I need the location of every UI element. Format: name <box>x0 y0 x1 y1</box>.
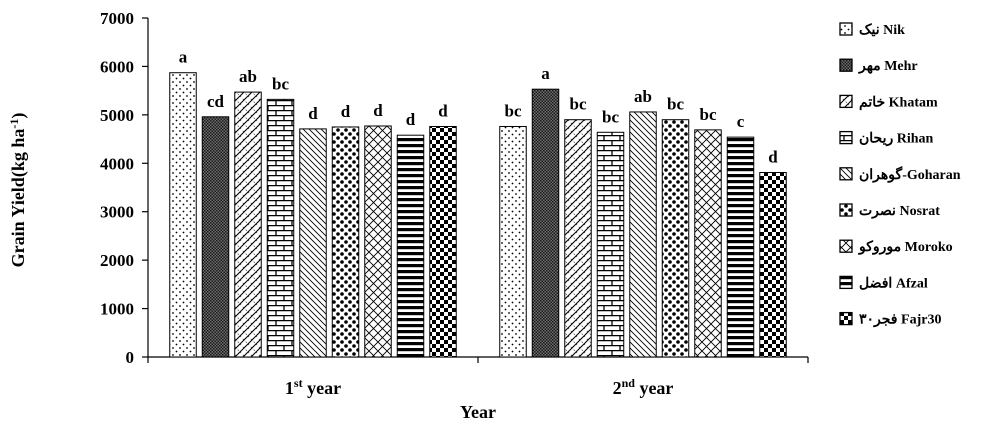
legend-label: گوهران-Goharan <box>859 166 961 183</box>
legend-swatch <box>839 167 853 181</box>
bar-0-0 <box>169 72 197 358</box>
significance-letter: d <box>341 102 351 121</box>
significance-letter: a <box>541 64 550 83</box>
x-tick-label: 1st year <box>285 376 341 398</box>
significance-letter: ab <box>239 67 257 86</box>
legend: نیک Nik مهر Mehr خاتم Khatam ریحان Rihan گوه… <box>839 22 961 328</box>
significance-letter: bc <box>602 107 619 126</box>
legend-label: مهر Mehr <box>858 59 918 74</box>
y-tick-label: 3000 <box>100 203 134 222</box>
x-tick-label: 2nd year <box>613 376 674 398</box>
bar-0-6 <box>364 125 392 358</box>
significance-letter: c <box>737 112 745 131</box>
y-axis: 0 1000 2000 3000 4000 5000 6000 7000 <box>100 9 149 367</box>
significance-letter: d <box>438 101 448 120</box>
significance-letter: bc <box>570 95 587 114</box>
significance-letter: cd <box>207 92 225 111</box>
legend-label: موروکو Moroko <box>858 239 953 255</box>
y-tick-label: 1000 <box>100 300 134 319</box>
bar-0-2 <box>234 91 262 358</box>
legend-swatch <box>839 94 853 109</box>
legend-label: ریحان Rihan <box>859 132 934 147</box>
bar-1-1 <box>531 88 560 358</box>
y-tick-label: 6000 <box>100 57 134 76</box>
bar-0-7 <box>396 134 425 358</box>
x-axis: 1st year 2nd year <box>147 356 809 398</box>
y-tick-label: 4000 <box>100 154 134 173</box>
bar-1-8 <box>759 171 787 358</box>
bar-1-0 <box>499 125 527 358</box>
legend-swatch <box>839 311 853 326</box>
bar-0-3 <box>266 98 295 358</box>
legend-swatch <box>839 203 853 217</box>
significance-letter: a <box>179 48 188 67</box>
legend-swatch <box>839 22 853 36</box>
significance-letter: ab <box>634 87 652 106</box>
y-tick-label: 7000 <box>100 9 134 28</box>
significance-letter: d <box>308 104 318 123</box>
bar-0-8 <box>429 125 457 358</box>
bar-1-3 <box>596 131 625 358</box>
significance-letter: bc <box>667 95 684 114</box>
x-axis-title: Year <box>460 402 496 422</box>
significance-letter: d <box>768 147 778 166</box>
legend-label: نصرت Nosrat <box>859 204 940 219</box>
legend-swatch <box>839 239 853 253</box>
legend-label: فجر۳۰ Fajr30 <box>859 313 941 328</box>
legend-swatch <box>839 130 853 145</box>
bar-1-2 <box>564 119 592 358</box>
legend-label: خاتم Khatam <box>859 95 938 110</box>
bar-1-5 <box>661 119 690 358</box>
y-tick-label: 0 <box>126 348 135 367</box>
bar-0-5 <box>331 126 360 358</box>
significance-letter: bc <box>272 74 289 93</box>
significance-letter: bc <box>700 105 717 124</box>
legend-label: افضل Afzal <box>859 276 928 291</box>
bar-0-4 <box>299 128 327 358</box>
significance-letter: d <box>373 101 383 120</box>
bars <box>169 72 787 358</box>
bar-1-4 <box>629 111 657 358</box>
y-axis-title: Grain Yield(kg ha-1) <box>7 113 29 268</box>
significance-letter: bc <box>505 101 522 120</box>
legend-label: نیک Nik <box>859 22 905 38</box>
bar-1-6 <box>694 129 722 358</box>
y-tick-label: 2000 <box>100 251 134 270</box>
y-tick-label: 5000 <box>100 106 134 125</box>
legend-swatch <box>839 275 853 290</box>
bar-0-1 <box>201 116 230 358</box>
bar-1-7 <box>726 136 755 358</box>
legend-swatch <box>839 58 853 72</box>
significance-letter: d <box>406 110 416 129</box>
